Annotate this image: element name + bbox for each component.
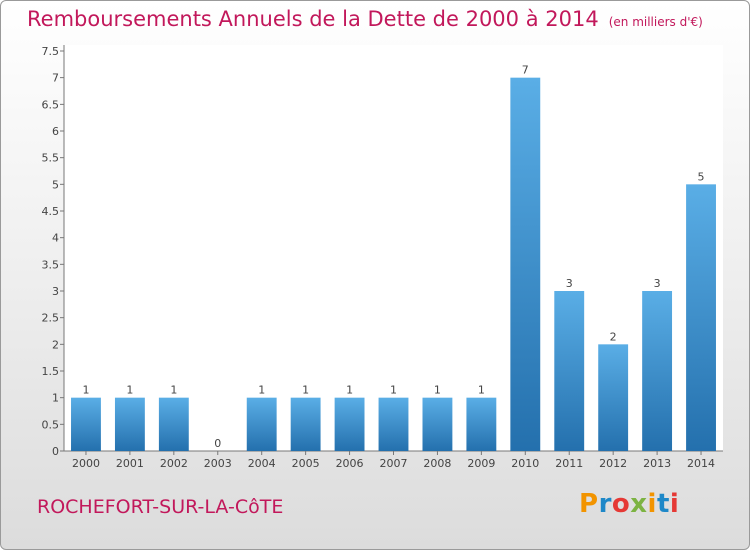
logo-letter: i [669, 489, 680, 519]
x-tick-label: 2003 [204, 457, 232, 470]
x-tick-label: 2010 [511, 457, 539, 470]
logo-letter: x [630, 489, 648, 519]
data-label: 3 [566, 277, 573, 290]
data-label: 1 [82, 384, 89, 397]
x-tick-label: 2004 [248, 457, 276, 470]
bar [334, 397, 365, 451]
bar [422, 397, 453, 451]
y-tick-label: 6 [52, 125, 59, 138]
bar [378, 397, 409, 451]
x-tick-label: 2009 [467, 457, 495, 470]
y-tick-label: 5 [52, 178, 59, 191]
y-tick-label: 5.5 [42, 152, 60, 165]
y-tick-label: 2 [52, 338, 59, 351]
data-label: 1 [302, 384, 309, 397]
bar [466, 397, 497, 451]
data-label: 5 [698, 170, 705, 183]
x-tick-label: 2011 [555, 457, 583, 470]
bar [686, 184, 716, 452]
y-tick-label: 3 [52, 285, 59, 298]
bar [290, 397, 321, 451]
data-label: 1 [258, 384, 265, 397]
y-tick-label: 7 [52, 72, 59, 85]
x-tick-label: 2005 [292, 457, 320, 470]
data-label: 1 [126, 384, 133, 397]
y-tick-label: 6.5 [42, 98, 60, 111]
bar [246, 397, 277, 451]
data-label: 3 [654, 277, 661, 290]
data-label: 1 [346, 384, 353, 397]
data-label: 7 [522, 64, 529, 77]
data-label: 1 [170, 384, 177, 397]
x-tick-label: 2002 [160, 457, 188, 470]
bar [642, 291, 673, 451]
chart-subtitle: (en milliers d'€) [608, 15, 703, 29]
x-tick-label: 2007 [380, 457, 408, 470]
proxiti-logo: Proxiti [579, 489, 679, 519]
chart-title: Remboursements Annuels de la Dette de 20… [27, 7, 703, 31]
bar [71, 397, 101, 451]
bar [598, 344, 629, 451]
logo-letter: P [579, 489, 599, 519]
title-text: Remboursements Annuels de la Dette de 20… [27, 7, 599, 31]
x-tick-label: 2006 [336, 457, 364, 470]
x-tick-label: 2000 [72, 457, 100, 470]
y-tick-label: 4.5 [42, 205, 60, 218]
bar [158, 397, 189, 451]
x-tick-label: 2012 [599, 457, 627, 470]
data-label: 2 [610, 330, 617, 343]
bar [510, 77, 541, 452]
logo-letter: t [656, 489, 670, 519]
place-name: ROCHEFORT-SUR-LA-CôTE [37, 496, 284, 518]
data-label: 1 [434, 384, 441, 397]
data-label: 1 [390, 384, 397, 397]
logo-letter: o [611, 489, 631, 519]
y-tick-label: 0.5 [42, 418, 60, 431]
y-tick-label: 3.5 [42, 258, 60, 271]
logo-letter: r [598, 489, 612, 519]
y-tick-label: 2.5 [42, 312, 60, 325]
bar [114, 397, 145, 451]
y-tick-label: 7.5 [42, 45, 60, 58]
y-tick-label: 4 [52, 232, 59, 245]
data-label: 1 [478, 384, 485, 397]
bar [554, 291, 585, 451]
data-label: 0 [214, 437, 221, 450]
logo-letter: i [647, 489, 657, 519]
y-tick-label: 0 [52, 445, 59, 458]
x-tick-label: 2008 [423, 457, 451, 470]
x-tick-label: 2014 [687, 457, 715, 470]
x-tick-label: 2013 [643, 457, 671, 470]
x-tick-label: 2001 [116, 457, 144, 470]
y-tick-label: 1.5 [42, 365, 60, 378]
y-tick-label: 1 [52, 392, 59, 405]
